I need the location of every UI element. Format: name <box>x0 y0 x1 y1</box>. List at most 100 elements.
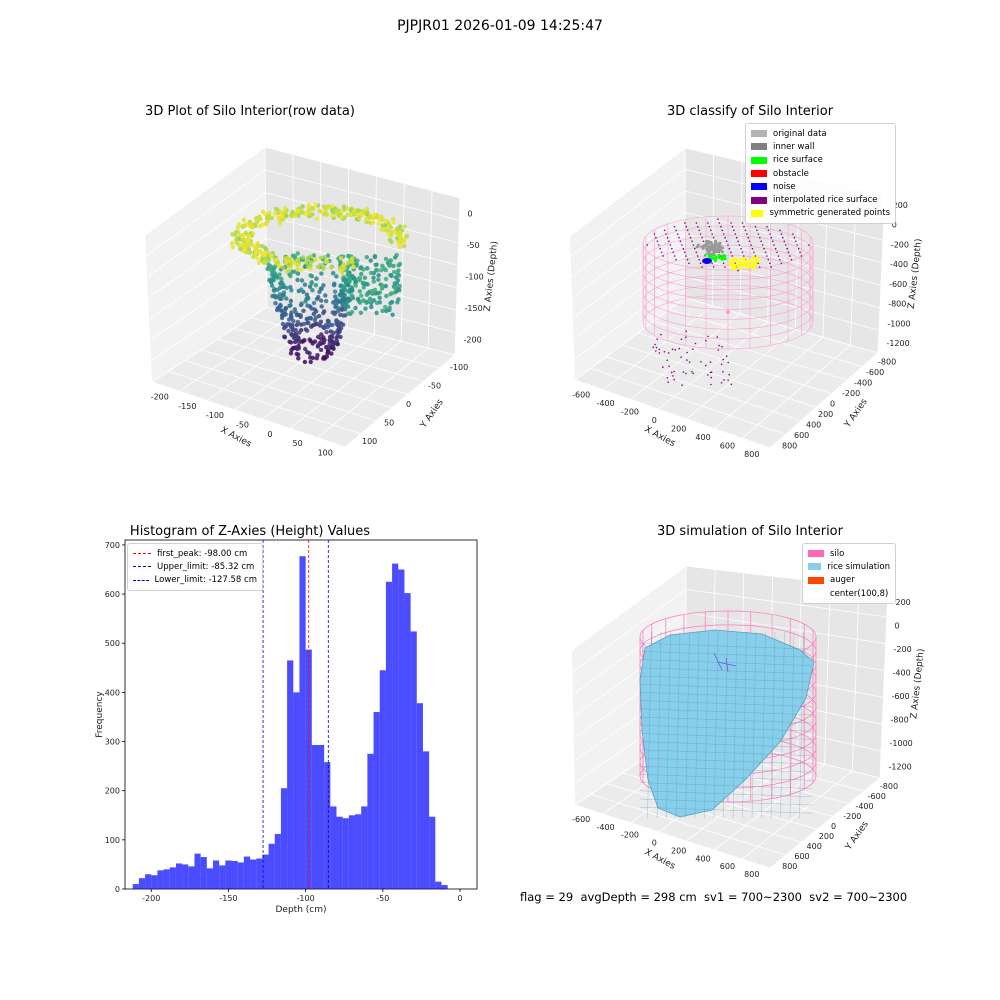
y-tick-label: 400 <box>806 421 821 430</box>
x-tick-label: -200 <box>621 407 639 416</box>
z-tick-label: -600 <box>892 692 910 701</box>
raw-point <box>354 262 359 267</box>
z-tick-label: 200 <box>893 201 908 210</box>
silo-wireframe <box>642 215 814 350</box>
raw-point <box>355 296 361 302</box>
raw-point <box>315 264 321 270</box>
raw-point <box>392 290 398 295</box>
raw-point <box>383 304 388 310</box>
raw-point <box>391 220 396 225</box>
raw-point <box>256 260 262 265</box>
surface-point <box>666 236 669 239</box>
surface-point <box>688 361 691 363</box>
surface-point <box>782 236 784 239</box>
raw-point <box>332 289 338 294</box>
raw-point <box>392 230 398 235</box>
surface-point <box>730 251 732 254</box>
surface-point <box>763 247 765 250</box>
status-line: flag = 29 avgDepth = 298 cm sv1 = 700~23… <box>520 890 908 904</box>
mesh-line <box>704 631 709 819</box>
z-tick-label: -200 <box>894 645 912 654</box>
y-tick-label: -100 <box>450 363 468 372</box>
surface-point <box>699 262 702 265</box>
symmetric-point <box>739 257 743 261</box>
raw-point <box>263 251 268 256</box>
x-tick-label: 200 <box>671 424 686 433</box>
surface-point <box>689 236 692 239</box>
surface-point <box>655 236 657 239</box>
raw-point <box>315 353 320 358</box>
raw-point <box>357 215 362 220</box>
mesh-line <box>639 667 813 674</box>
x-tick-label: 800 <box>744 870 759 879</box>
x-tick-label: -100 <box>206 411 224 420</box>
classify-panel: 3D classify of Silo Interior -600 -400 -20… <box>500 0 1000 480</box>
x-tick-label: -200 <box>142 894 160 903</box>
symmetric-point <box>749 264 753 268</box>
legend-line-swatch <box>133 566 151 568</box>
raw-point <box>295 271 301 276</box>
raw-point <box>290 209 295 215</box>
left-pane <box>570 148 685 380</box>
y-tick-label: 600 <box>794 852 809 861</box>
raw-point <box>340 295 345 301</box>
surface-point <box>724 266 726 268</box>
surface-point <box>776 251 778 254</box>
raw-point <box>278 302 283 308</box>
surface-point <box>727 379 729 382</box>
x-tick-label: -600 <box>572 815 590 824</box>
gridline <box>606 783 802 843</box>
raw-point <box>321 283 326 288</box>
raw-point <box>266 218 271 223</box>
surface-point <box>705 339 707 342</box>
raw-point <box>246 233 252 238</box>
raw-point <box>319 286 324 291</box>
surface-point <box>676 233 679 235</box>
surface-point <box>756 229 758 232</box>
raw-point <box>372 253 378 259</box>
raw-point <box>302 359 308 365</box>
x-tick-label: -400 <box>596 823 614 832</box>
surface-point <box>731 255 734 257</box>
raw-point <box>364 292 370 297</box>
raw-point <box>267 277 272 283</box>
surface-point <box>697 225 699 228</box>
surface-point <box>646 244 649 246</box>
raw-point <box>386 223 392 228</box>
y-tick-label: 0 <box>830 400 835 409</box>
raw-point <box>257 216 263 222</box>
raw-point <box>359 211 364 217</box>
raw-point <box>351 264 356 270</box>
raw-point <box>311 300 317 306</box>
raw-point <box>271 268 276 274</box>
surface-point <box>673 370 675 373</box>
histogram-bar <box>299 556 306 889</box>
raw-point <box>388 292 393 297</box>
raw-point <box>296 356 301 361</box>
raw-point <box>384 308 389 314</box>
raw-point <box>369 300 374 306</box>
surface-point <box>683 251 686 254</box>
histogram-bar <box>268 843 275 889</box>
raw-point <box>307 337 312 342</box>
mesh-line <box>789 631 795 819</box>
raw-point <box>316 294 321 300</box>
surface-point <box>700 361 702 363</box>
z-tick-label: -150 <box>465 304 483 313</box>
histogram-panel: Histogram of Z-Axies (Height) Values -20… <box>0 480 500 960</box>
raw-point <box>374 300 380 305</box>
surface-point <box>783 240 786 243</box>
gridline <box>637 332 832 395</box>
surface-point <box>692 348 694 351</box>
histogram-bar <box>435 881 442 889</box>
raw-point <box>339 283 344 288</box>
raw-point <box>360 280 366 285</box>
histogram-bar <box>441 885 448 889</box>
z-tick-label: 200 <box>896 598 911 607</box>
surface-point <box>658 352 661 354</box>
surface-point <box>793 236 796 239</box>
legend-line-swatch <box>133 579 149 581</box>
gridline <box>168 370 361 435</box>
mesh-line <box>761 631 766 819</box>
raw-point <box>263 222 268 227</box>
